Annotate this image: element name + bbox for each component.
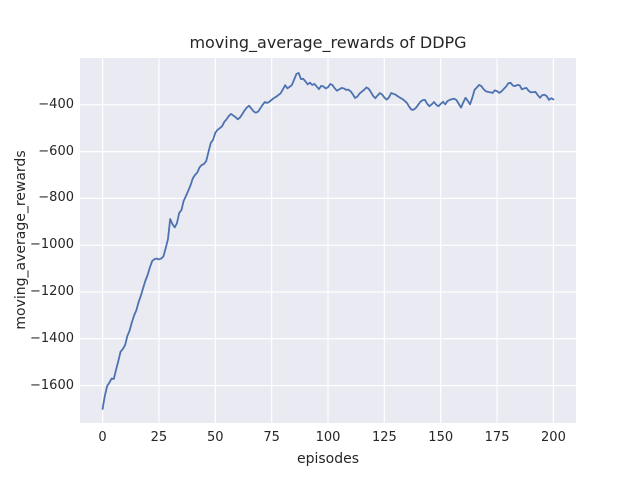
x-tick-label: 150 — [428, 430, 454, 445]
x-tick-label: 125 — [371, 430, 397, 445]
x-tick-label: 75 — [263, 430, 280, 445]
y-tick-label: −1600 — [30, 377, 74, 393]
chart-title: moving_average_rewards of DDPG — [189, 33, 467, 52]
y-tick-label: −600 — [38, 143, 74, 159]
gridlines — [80, 58, 576, 423]
x-tick-label: 50 — [206, 430, 224, 445]
y-tick-label: −400 — [38, 96, 74, 112]
reward-line — [101, 72, 555, 410]
x-tick-label: 100 — [315, 430, 341, 445]
y-tick-label: −800 — [38, 190, 74, 206]
y-tick-label: −1400 — [30, 330, 74, 346]
x-axis-label: episodes — [296, 451, 360, 467]
x-tick-label: 0 — [98, 430, 107, 445]
x-tick-label: 25 — [150, 430, 168, 445]
x-tick-label: 200 — [541, 430, 566, 445]
line-chart-svg — [80, 58, 576, 423]
plot-area — [80, 58, 576, 423]
y-tick-label: −1000 — [30, 237, 74, 253]
y-tick-label: −1200 — [30, 283, 74, 299]
x-tick-label: 175 — [484, 430, 510, 445]
